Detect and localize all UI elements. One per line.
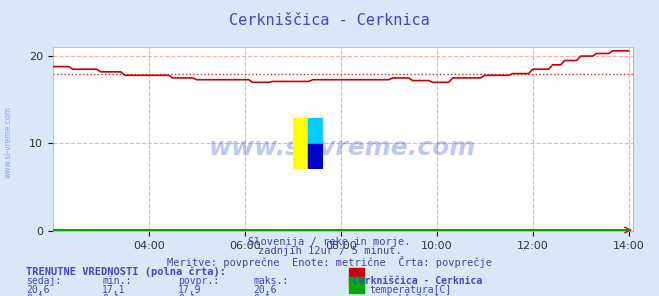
Text: 17,1: 17,1 [102, 285, 126, 295]
Bar [308, 144, 323, 169]
Text: Slovenija / reke in morje.: Slovenija / reke in morje. [248, 237, 411, 247]
Text: 0,1: 0,1 [26, 294, 44, 296]
Text: 0,1: 0,1 [254, 294, 272, 296]
Bar [349, 268, 364, 285]
Text: zadnjih 12ur / 5 minut.: zadnjih 12ur / 5 minut. [258, 246, 401, 256]
Text: Meritve: povprečne  Enote: metrične  Črta: povprečje: Meritve: povprečne Enote: metrične Črta:… [167, 256, 492, 268]
Text: temperatura[C]: temperatura[C] [369, 285, 451, 295]
Text: maks.:: maks.: [254, 276, 289, 286]
Text: 0,1: 0,1 [178, 294, 196, 296]
Text: Cerkniščica - Cerknica: Cerkniščica - Cerknica [229, 13, 430, 28]
Text: pretok[m3/s]: pretok[m3/s] [369, 294, 440, 296]
Text: TRENUTNE VREDNOSTI (polna črta):: TRENUTNE VREDNOSTI (polna črta): [26, 266, 226, 277]
Text: sedaj:: sedaj: [26, 276, 61, 286]
Text: 20,6: 20,6 [254, 285, 277, 295]
Bar [308, 118, 323, 144]
Text: www.si-vreme.com: www.si-vreme.com [3, 106, 13, 178]
Bar [349, 277, 364, 293]
Text: 17,9: 17,9 [178, 285, 202, 295]
Text: min.:: min.: [102, 276, 132, 286]
Text: povpr.:: povpr.: [178, 276, 219, 286]
Text: www.si-vreme.com: www.si-vreme.com [209, 136, 476, 160]
Text: Cerkniščica - Cerknica: Cerkniščica - Cerknica [353, 276, 482, 286]
Bar [293, 118, 308, 169]
Text: 0,1: 0,1 [102, 294, 120, 296]
Text: 20,6: 20,6 [26, 285, 50, 295]
